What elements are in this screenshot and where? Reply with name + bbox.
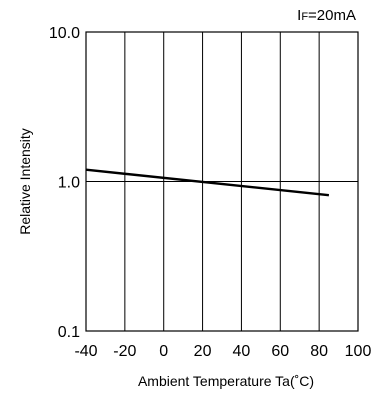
x-tick-label-3: 20 xyxy=(194,343,212,360)
y-tick-label-0: 0.1 xyxy=(58,324,80,341)
x-tick-label-6: 80 xyxy=(310,343,328,360)
x-tick-label-4: 40 xyxy=(233,343,251,360)
series-group xyxy=(85,168,330,197)
x-axis-label: Ambient Temperature Ta(˚C) xyxy=(138,373,314,389)
y-tick-labels: 0.1 1.0 10.0 xyxy=(49,25,80,341)
x-tick-labels: -40 -20 0 20 40 60 80 100 xyxy=(74,343,371,360)
condition-suffix: =20mA xyxy=(308,7,356,24)
plot-frame xyxy=(85,31,359,332)
series-line-0 xyxy=(85,168,330,197)
x-tick-label-5: 60 xyxy=(271,343,289,360)
condition-label: IF=20mA xyxy=(297,7,356,24)
y-axis-label: Relative Intensity xyxy=(17,128,33,235)
x-tick-label-1: -20 xyxy=(113,343,136,360)
condition-prefix: I xyxy=(297,7,301,24)
x-tick-label-7: 100 xyxy=(345,343,372,360)
x-tick-label-2: 0 xyxy=(159,343,168,360)
y-tick-label-2: 10.0 xyxy=(49,25,80,42)
y-tick-label-1: 1.0 xyxy=(58,175,80,192)
grid xyxy=(86,32,358,331)
x-tick-label-0: -40 xyxy=(74,343,97,360)
condition-subscript: F xyxy=(301,11,308,23)
